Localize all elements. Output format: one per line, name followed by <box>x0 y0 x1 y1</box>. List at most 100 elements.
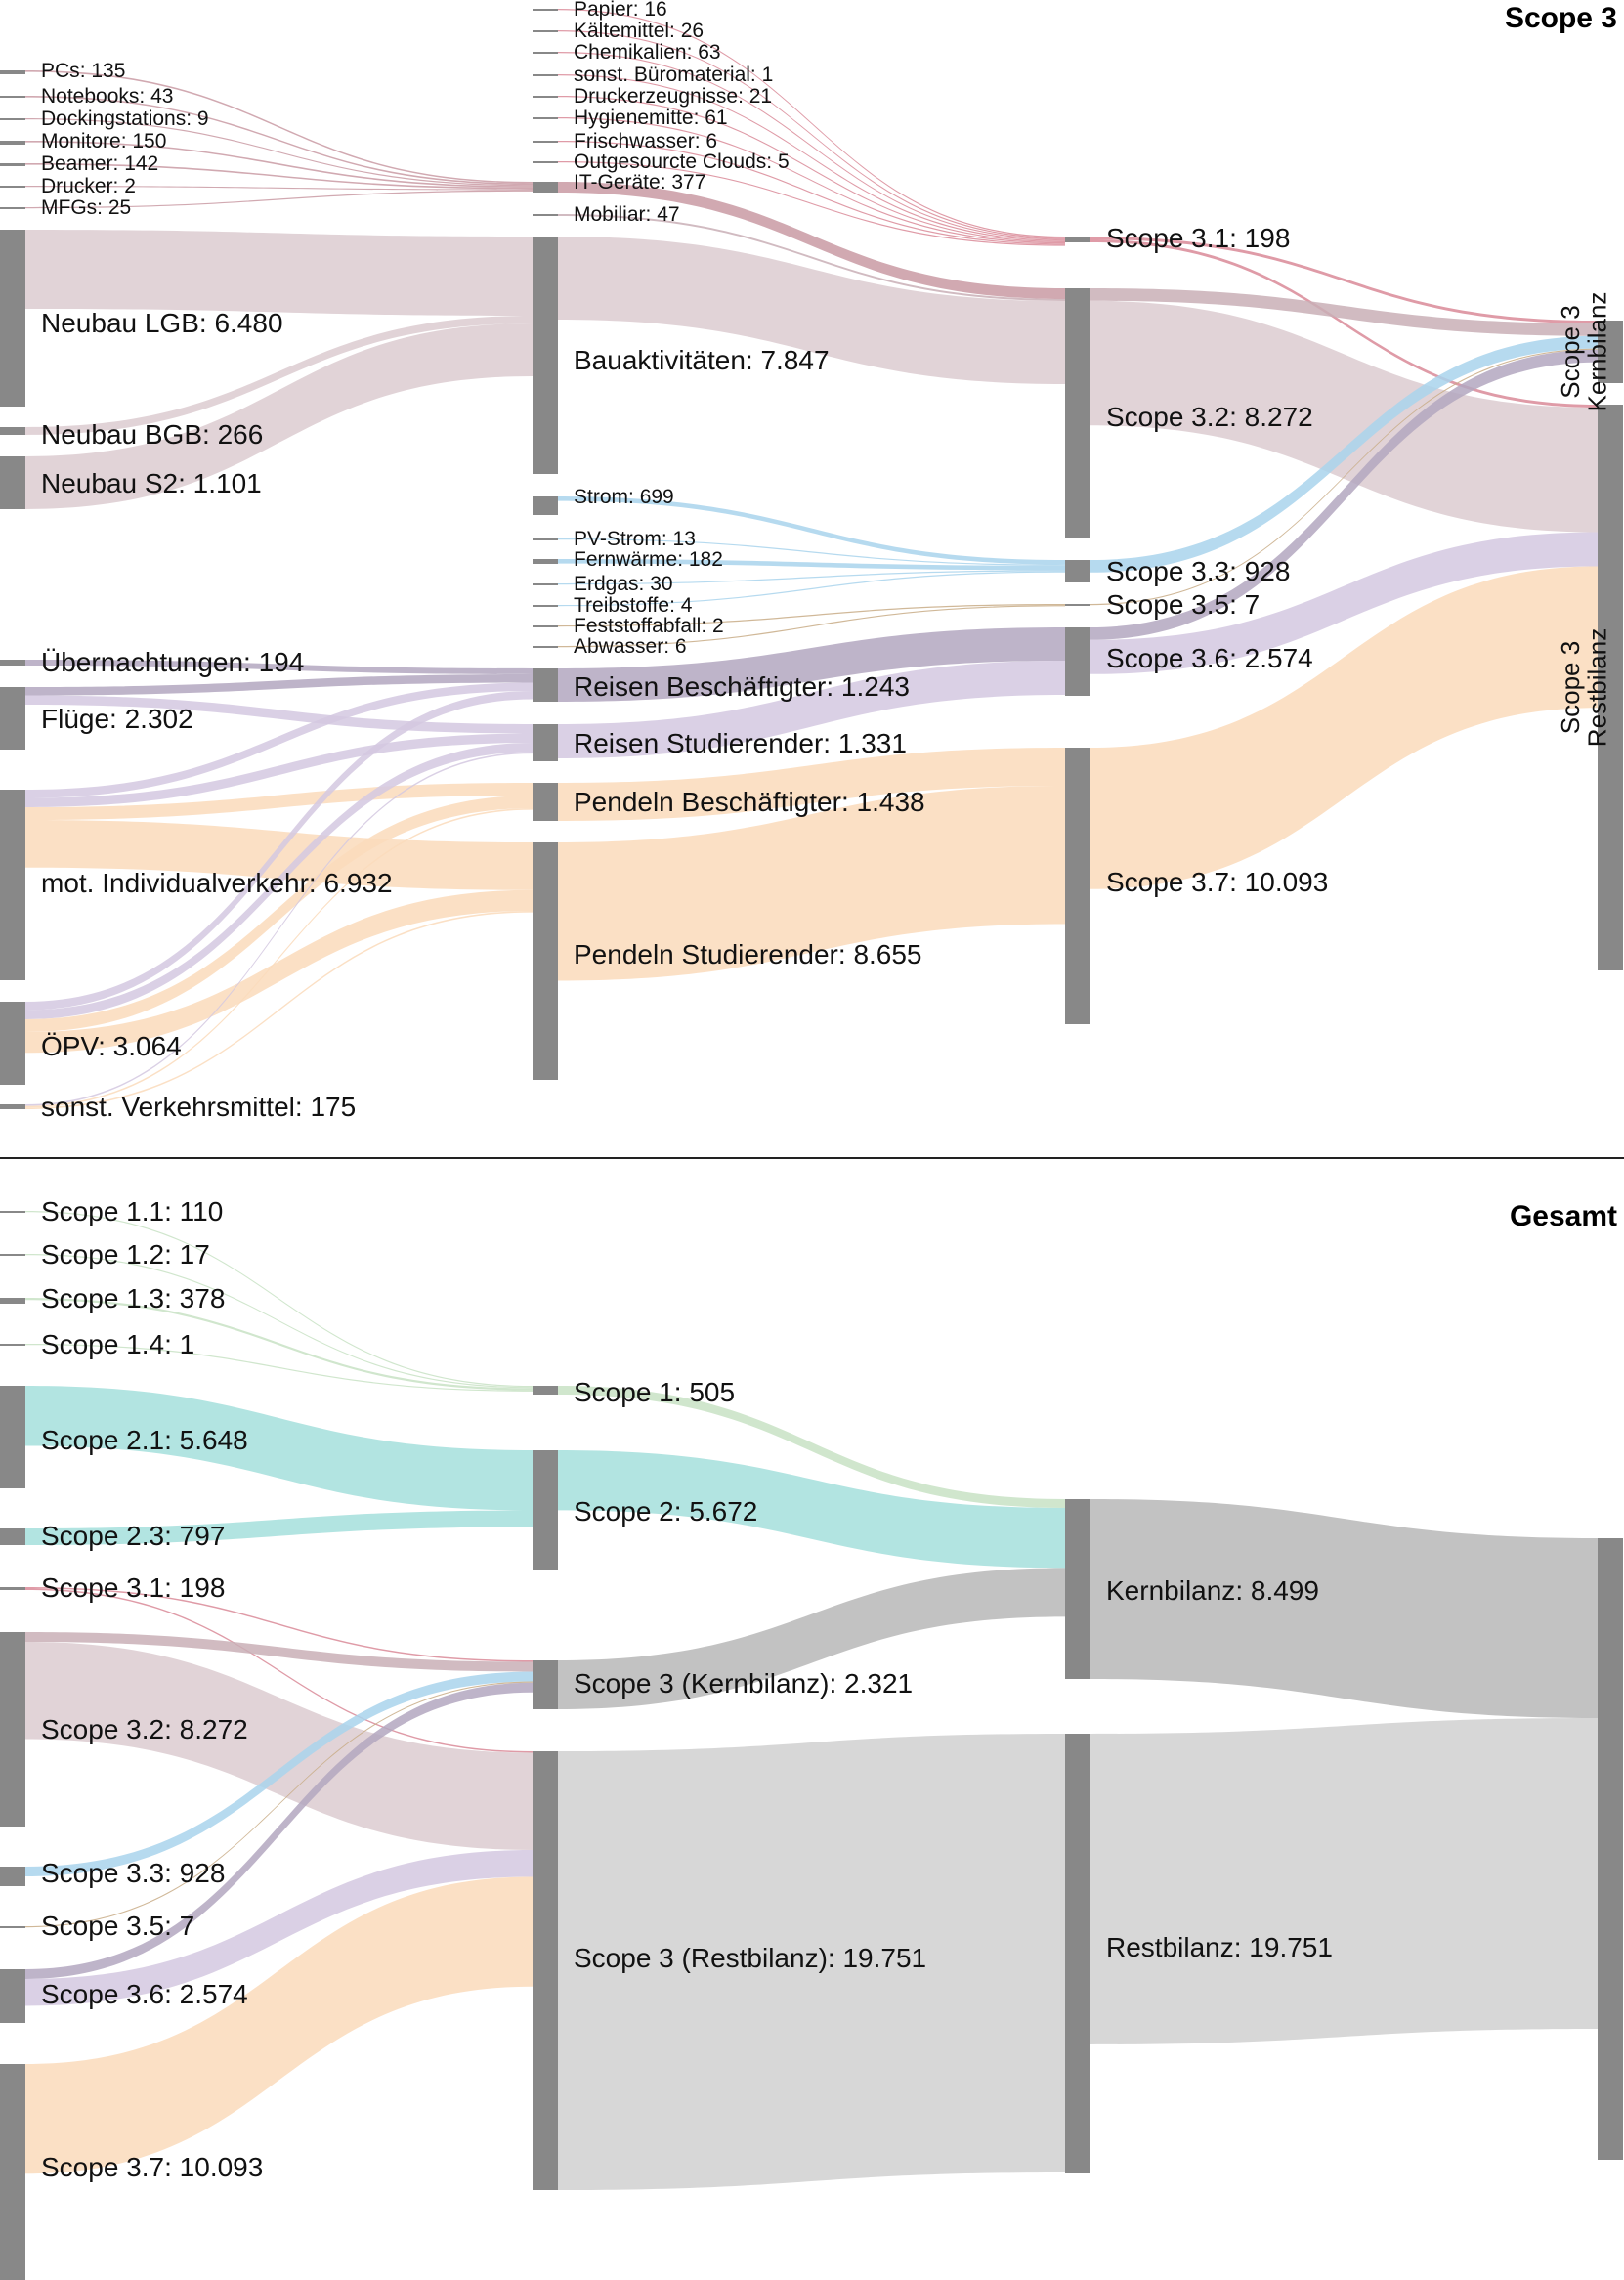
node-label-frischwasser: Frischwasser: 6 <box>574 130 717 152</box>
link-bau-to-s32 <box>558 237 1065 384</box>
node-grest[interactable] <box>1065 1734 1090 2173</box>
node-label-g23: Scope 2.3: 797 <box>41 1521 225 1551</box>
node-gs1[interactable] <box>533 1386 558 1395</box>
node-neubau_bgb[interactable] <box>0 427 25 435</box>
node-gs3r[interactable] <box>533 1751 558 2190</box>
link-sonst_vm-to-pendeln_b <box>25 808 533 1108</box>
node-s33[interactable] <box>1065 560 1090 582</box>
node-treibstoffe[interactable] <box>533 605 558 607</box>
node-chemikalien[interactable] <box>533 52 558 54</box>
link-gkern-to-gtotal <box>1090 1499 1598 1718</box>
node-papier[interactable] <box>533 9 558 11</box>
node-mfgs[interactable] <box>0 207 25 209</box>
node-kaeltemittel[interactable] <box>533 30 558 32</box>
node-label-miv: mot. Individualverkehr: 6.932 <box>41 868 393 898</box>
node-erdgas[interactable] <box>533 583 558 585</box>
link-s32-to-kern3 <box>1090 288 1598 336</box>
node-label-docking: Dockingstations: 9 <box>41 108 209 130</box>
node-oepv[interactable] <box>0 1002 25 1085</box>
node-s32[interactable] <box>1065 288 1090 538</box>
node-buero[interactable] <box>533 74 558 76</box>
node-gkern[interactable] <box>1065 1499 1090 1679</box>
node-g35[interactable] <box>0 1926 25 1928</box>
node-g23[interactable] <box>0 1528 25 1545</box>
node-g13[interactable] <box>0 1298 25 1304</box>
node-neubau_lgb[interactable] <box>0 230 25 407</box>
link-g11-to-gs1 <box>25 1211 533 1388</box>
link-s32-to-rest3 <box>1090 300 1598 533</box>
node-label-uebernachtungen: Übernachtungen: 194 <box>41 647 304 677</box>
node-label-beamer: Beamer: 142 <box>41 152 158 175</box>
node-sonst_vm[interactable] <box>0 1104 25 1109</box>
node-hygiene[interactable] <box>533 117 558 119</box>
node-miv[interactable] <box>0 790 25 980</box>
node-reisen_s[interactable] <box>533 724 558 761</box>
link-pendeln_b-to-s37 <box>558 748 1065 821</box>
link-g14-to-gs1 <box>25 1344 533 1392</box>
link-fluege-to-reisen_b <box>25 674 533 696</box>
node-g31[interactable] <box>0 1587 25 1590</box>
node-mobiliar[interactable] <box>533 214 558 216</box>
node-s36[interactable] <box>1065 627 1090 696</box>
node-pv[interactable] <box>533 538 558 540</box>
node-strom[interactable] <box>533 496 558 515</box>
node-pendeln_b[interactable] <box>533 783 558 821</box>
node-reisen_b[interactable] <box>533 668 558 702</box>
node-g36[interactable] <box>0 1969 25 2023</box>
link-s36-to-kern3 <box>1090 349 1598 640</box>
node-g32[interactable] <box>0 1632 25 1827</box>
node-label-sonst_vm: sonst. Verkehrsmittel: 175 <box>41 1092 356 1122</box>
node-label-reisen_s: Reisen Studierender: 1.331 <box>574 728 907 758</box>
node-label-bau: Bauaktivitäten: 7.847 <box>574 345 830 375</box>
node-kern3[interactable] <box>1598 321 1623 383</box>
node-pendeln_s[interactable] <box>533 842 558 1080</box>
node-notebooks[interactable] <box>0 96 25 98</box>
link-feststoff-to-s35 <box>558 604 1065 627</box>
node-label-gs3r: Scope 3 (Restbilanz): 19.751 <box>574 1943 926 1973</box>
node-gtotal[interactable] <box>1598 1538 1623 2160</box>
node-neubau_s2[interactable] <box>0 456 25 509</box>
node-g14[interactable] <box>0 1344 25 1346</box>
node-frischwasser[interactable] <box>533 141 558 143</box>
node-s35[interactable] <box>1065 604 1090 606</box>
node-rest3[interactable] <box>1598 405 1623 970</box>
node-label-gs3k: Scope 3 (Kernbilanz): 2.321 <box>574 1668 913 1699</box>
node-uebernachtungen[interactable] <box>0 660 25 666</box>
node-label-g11: Scope 1.1: 110 <box>41 1196 223 1226</box>
node-s37[interactable] <box>1065 748 1090 1024</box>
node-g37[interactable] <box>0 2064 25 2280</box>
node-label-g33: Scope 3.3: 928 <box>41 1858 225 1888</box>
node-g21[interactable] <box>0 1386 25 1488</box>
link-neubau_bgb-to-bau <box>25 316 533 435</box>
node-bau[interactable] <box>533 237 558 474</box>
node-feststoff[interactable] <box>533 625 558 627</box>
node-label-pendeln_s: Pendeln Studierender: 8.655 <box>574 939 922 969</box>
node-clouds[interactable] <box>533 161 558 163</box>
node-beamer[interactable] <box>0 163 25 166</box>
node-g11[interactable] <box>0 1211 25 1213</box>
node-gs3k[interactable] <box>533 1660 558 1709</box>
node-g33[interactable] <box>0 1867 25 1886</box>
link-g37-to-gs3r <box>25 1876 533 2174</box>
link-gs2-to-gkern <box>558 1450 1065 1569</box>
link-mfgs-to-it <box>25 190 533 209</box>
node-monitore[interactable] <box>0 141 25 145</box>
node-gs2[interactable] <box>533 1450 558 1570</box>
node-fluege[interactable] <box>0 687 25 750</box>
node-druckerz[interactable] <box>533 96 558 98</box>
node-s31[interactable] <box>1065 237 1090 242</box>
link-gs3k-to-gkern <box>558 1568 1065 1709</box>
node-abwasser[interactable] <box>533 646 558 648</box>
node-fernwaerme[interactable] <box>533 559 558 564</box>
node-g12[interactable] <box>0 1254 25 1256</box>
node-it[interactable] <box>533 182 558 193</box>
node-docking[interactable] <box>0 118 25 120</box>
node-pcs[interactable] <box>0 70 25 74</box>
node-label-g21: Scope 2.1: 5.648 <box>41 1425 248 1455</box>
node-label-mfgs: MFGs: 25 <box>41 196 131 219</box>
node-label-clouds: Outgesourcte Clouds: 5 <box>574 151 790 173</box>
link-frischwasser-to-s31 <box>558 141 1065 245</box>
node-drucker[interactable] <box>0 186 25 188</box>
node-label-kaeltemittel: Kältemittel: 26 <box>574 20 704 42</box>
